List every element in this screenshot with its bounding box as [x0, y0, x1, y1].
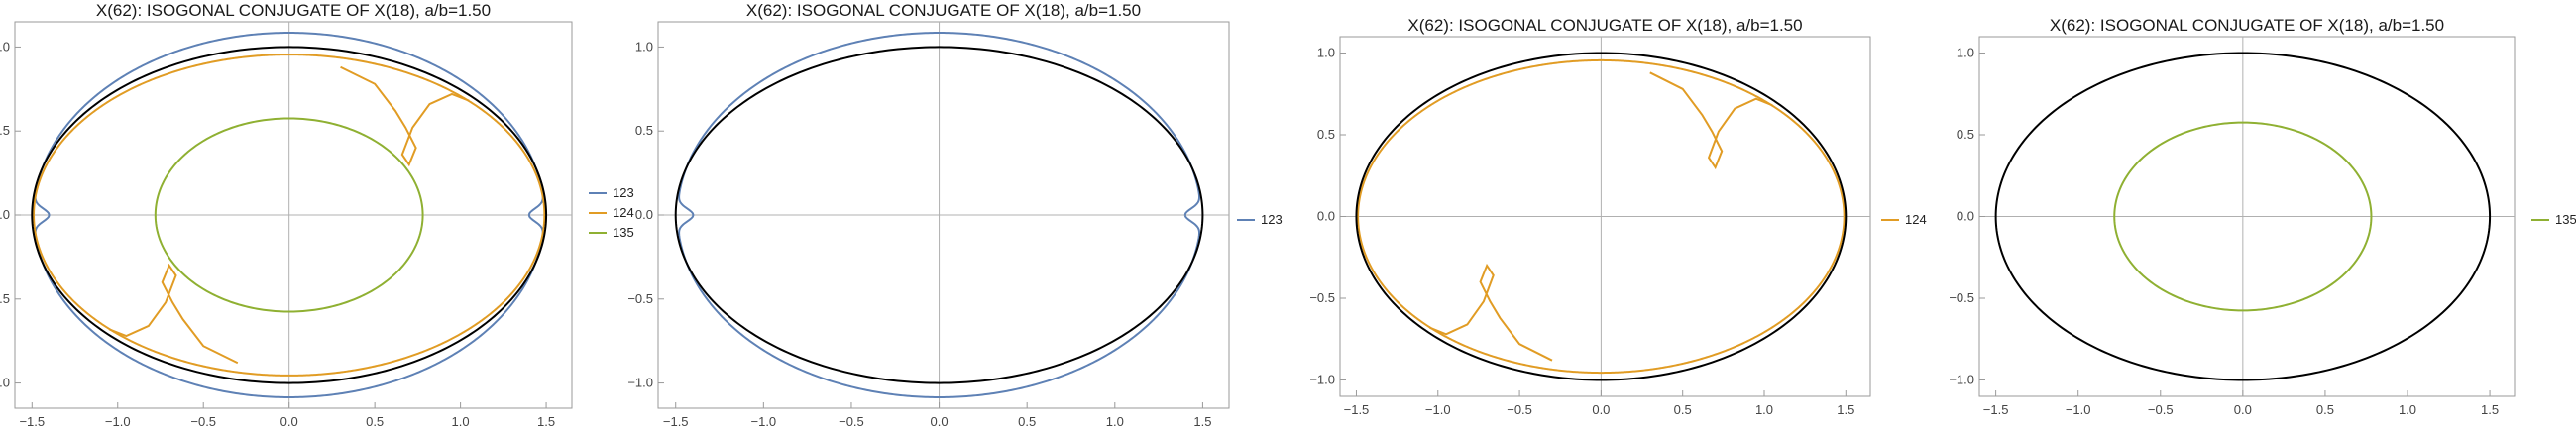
reference-ellipse	[1994, 52, 2492, 381]
x-tick-label: −1.0	[751, 414, 777, 429]
x-tick-label: −0.5	[190, 414, 216, 429]
series-135-line	[2113, 121, 2373, 312]
x-tick-label: −1.0	[2066, 402, 2091, 417]
x-tick-label: 1.5	[2481, 402, 2499, 417]
chart-panel-2: X(62): ISOGONAL CONJUGATE OF X(18), a/b=…	[627, 1, 1282, 429]
legend-label-135: 135	[613, 225, 634, 240]
plot-area	[674, 32, 1204, 398]
x-tick-label: −0.5	[1507, 402, 1532, 417]
x-tick-label: 0.0	[931, 414, 949, 429]
x-tick-label: 1.5	[1193, 414, 1211, 429]
x-tick-label: −1.5	[1344, 402, 1370, 417]
series-123-line	[678, 32, 1201, 398]
series-124-loop	[340, 65, 470, 167]
series-124-loop	[108, 263, 239, 365]
y-tick-label: 1.0	[1317, 46, 1335, 60]
legend: 124	[1881, 212, 1927, 227]
y-tick-label: −1.0	[1309, 373, 1335, 387]
x-tick-label: 1.0	[1106, 414, 1124, 429]
x-tick-label: 1.0	[1755, 402, 1773, 417]
y-tick-label: 0.5	[1317, 127, 1335, 142]
y-tick-label: 0.0	[0, 207, 10, 222]
x-tick-label: −0.5	[2148, 402, 2174, 417]
x-tick-label: 0.0	[2234, 402, 2252, 417]
x-tick-label: −1.5	[663, 414, 689, 429]
y-tick-label: −0.5	[627, 291, 653, 306]
x-tick-label: 0.5	[366, 414, 384, 429]
chart-panel-1: X(62): ISOGONAL CONJUGATE OF X(18), a/b=…	[0, 1, 634, 429]
y-tick-label: −0.5	[1949, 290, 1974, 305]
chart-title: X(62): ISOGONAL CONJUGATE OF X(18), a/b=…	[746, 1, 1141, 20]
series-123-line	[34, 32, 544, 398]
reference-ellipse	[31, 46, 548, 384]
plot-area	[31, 32, 548, 398]
x-tick-label: 1.0	[452, 414, 470, 429]
chart-title: X(62): ISOGONAL CONJUGATE OF X(18), a/b=…	[2050, 16, 2444, 35]
x-tick-label: −0.5	[839, 414, 864, 429]
legend: 123	[1237, 212, 1283, 227]
y-tick-label: 0.5	[0, 123, 10, 138]
x-tick-label: −1.5	[1983, 402, 2009, 417]
y-tick-label: 1.0	[1957, 46, 1974, 60]
series-135-line	[154, 117, 424, 313]
legend-label-124: 124	[613, 205, 634, 220]
x-tick-label: 0.5	[1674, 402, 1692, 417]
legend-label-135: 135	[2555, 212, 2576, 227]
y-tick-label: −0.5	[1309, 290, 1335, 305]
legend-label-123: 123	[1261, 212, 1283, 227]
y-tick-label: −1.0	[1949, 373, 1974, 387]
x-tick-label: 0.0	[280, 414, 298, 429]
chart-panel-4: X(62): ISOGONAL CONJUGATE OF X(18), a/b=…	[1949, 16, 2576, 417]
chart-panel-3: X(62): ISOGONAL CONJUGATE OF X(18), a/b=…	[1309, 16, 1926, 417]
plot-area	[1994, 52, 2492, 381]
y-tick-label: 0.0	[635, 207, 653, 222]
y-tick-label: 0.5	[1957, 127, 1974, 142]
reference-ellipse	[1355, 52, 1848, 381]
x-tick-label: 1.0	[2399, 402, 2416, 417]
reference-ellipse	[674, 46, 1204, 384]
x-tick-label: 1.5	[1837, 402, 1854, 417]
y-tick-label: 1.0	[635, 39, 653, 54]
series-124-line	[1357, 58, 1846, 375]
legend-label-123: 123	[613, 185, 634, 200]
x-tick-label: 1.5	[537, 414, 555, 429]
series-124-line	[33, 54, 546, 377]
y-tick-label: 0.0	[1957, 209, 1974, 224]
y-tick-label: −1.0	[627, 376, 653, 390]
x-tick-label: 0.5	[2316, 402, 2334, 417]
x-tick-label: 0.0	[1592, 402, 1610, 417]
y-tick-label: 0.5	[635, 123, 653, 138]
series-124-loop	[1429, 263, 1553, 362]
x-tick-label: −1.0	[105, 414, 131, 429]
y-tick-label: 0.0	[1317, 209, 1335, 224]
legend: 135	[2531, 212, 2576, 227]
y-tick-label: 1.0	[0, 39, 10, 54]
legend-label-124: 124	[1905, 212, 1927, 227]
plot-area	[1355, 52, 1848, 381]
legend: 123 124 135	[589, 185, 634, 240]
y-tick-label: −0.5	[0, 291, 10, 306]
x-tick-label: −1.0	[1425, 402, 1451, 417]
chart-title: X(62): ISOGONAL CONJUGATE OF X(18), a/b=…	[96, 1, 491, 20]
x-tick-label: 0.5	[1018, 414, 1036, 429]
chart-title: X(62): ISOGONAL CONJUGATE OF X(18), a/b=…	[1407, 16, 1802, 35]
x-tick-label: −1.5	[19, 414, 45, 429]
y-tick-label: −1.0	[0, 376, 10, 390]
series-124-loop	[1649, 71, 1773, 170]
